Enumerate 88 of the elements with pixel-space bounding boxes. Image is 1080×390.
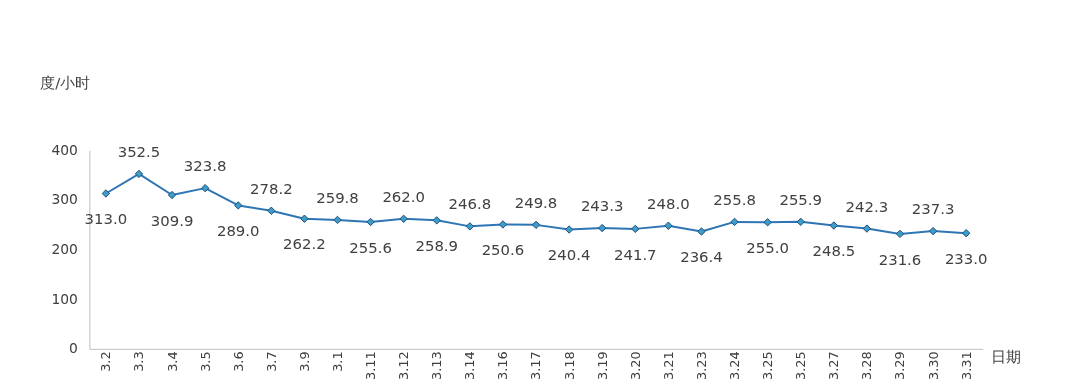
y-tick-label: 300 [51, 191, 78, 208]
x-tick-label: 3.25 [793, 351, 809, 381]
x-tick-label: 3.23 [693, 351, 709, 381]
point [862, 224, 872, 233]
text: 243.3 [580, 197, 624, 216]
point [763, 218, 772, 227]
point [498, 220, 508, 229]
x-tick-label: 3.18 [561, 351, 577, 381]
x-tick-label: 3.7 [263, 351, 279, 372]
x-tick-label: 3.12 [396, 351, 412, 381]
y-tick-label: 100 [51, 290, 78, 307]
x-tick-label: 3.29 [892, 351, 908, 381]
point [895, 229, 905, 239]
x-tick-label: 3.6 [230, 351, 246, 372]
text: 259.8 [316, 189, 359, 208]
y-axis-title: 度/小时 [40, 74, 91, 93]
text: 248.5 [812, 242, 856, 261]
point [598, 223, 607, 233]
x-tick-label: 3.11 [363, 351, 379, 381]
text: 289.0 [216, 222, 260, 241]
x-tick-label: 3.2 [98, 351, 114, 372]
x-tick-label: 3.20 [627, 351, 643, 381]
text: 249.8 [514, 193, 558, 212]
x-tick-label: 3.25 [760, 351, 776, 381]
text: 242.3 [845, 197, 889, 216]
text: 262.2 [283, 235, 326, 254]
x-tick-label: 3.9 [296, 351, 312, 372]
point [730, 217, 739, 227]
point [664, 221, 673, 230]
text: 231.6 [878, 250, 922, 269]
text: 248.0 [647, 194, 690, 213]
text: 236.4 [680, 248, 723, 267]
point [200, 183, 210, 193]
x-tick-label: 3.19 [594, 351, 610, 381]
point [333, 215, 342, 225]
point [134, 169, 144, 179]
x-tick-label: 3.4 [164, 351, 180, 372]
x-tick-label: 3.24 [727, 351, 743, 381]
point [267, 206, 276, 215]
x-tick-label: 3.17 [528, 351, 544, 381]
point [465, 222, 475, 231]
x-tick-label: 3.14 [462, 351, 478, 381]
x-tick-label: 3.21 [660, 351, 676, 381]
x-tick-label: 3.13 [429, 351, 445, 381]
point [366, 217, 375, 227]
x-tick-label: 3.1 [329, 351, 345, 372]
point [829, 221, 838, 230]
point [962, 229, 971, 238]
x-tick-label: 3.27 [826, 351, 842, 381]
x-tick-label: 3.5 [197, 351, 213, 372]
point [697, 227, 706, 236]
text: 255.0 [746, 239, 789, 258]
text: 323.8 [183, 157, 227, 176]
point [234, 201, 243, 210]
text: 246.8 [448, 195, 492, 214]
x-axis-title: 日期 [991, 348, 1022, 367]
point [631, 224, 640, 234]
text: 258.9 [415, 237, 459, 256]
x-tick-label: 3.3 [131, 351, 147, 372]
text: 309.9 [150, 211, 194, 230]
text: 262.0 [382, 187, 425, 206]
x-tick-label: 3.28 [859, 351, 875, 381]
text: 237.3 [911, 200, 955, 219]
point [796, 217, 805, 227]
point [564, 225, 574, 234]
point [399, 214, 408, 223]
point [928, 226, 938, 236]
text: 278.2 [250, 179, 293, 198]
y-tick-label: 200 [51, 241, 78, 258]
point [432, 216, 441, 225]
point [101, 189, 111, 198]
text: 241.7 [614, 245, 657, 264]
point [300, 214, 309, 223]
text: 240.4 [547, 246, 591, 265]
y-tick-label: 400 [51, 141, 78, 158]
text: 352.5 [117, 143, 161, 162]
y-tick-label: 0 [69, 340, 78, 357]
x-tick-label: 3.16 [495, 351, 511, 381]
point [531, 220, 541, 230]
x-tick-label: 3.31 [958, 351, 974, 381]
text: 250.6 [481, 241, 525, 260]
text: 255.9 [779, 190, 823, 209]
text: 255.8 [713, 191, 756, 210]
x-tick-label: 3.30 [925, 351, 941, 381]
text: 313.0 [84, 210, 128, 229]
point [167, 190, 177, 200]
text: 255.6 [349, 238, 392, 257]
text: 233.0 [944, 249, 988, 268]
